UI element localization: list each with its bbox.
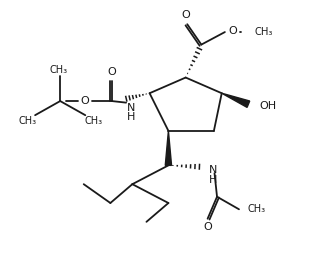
Text: CH₃: CH₃ xyxy=(50,65,68,75)
Text: O: O xyxy=(203,222,212,232)
Polygon shape xyxy=(222,93,250,107)
Text: H: H xyxy=(127,112,135,122)
Text: H: H xyxy=(209,175,218,185)
Text: N: N xyxy=(127,103,135,113)
Text: CH₃: CH₃ xyxy=(18,116,36,126)
Text: CH₃: CH₃ xyxy=(248,204,266,214)
Text: O: O xyxy=(181,10,190,20)
Text: CH₃: CH₃ xyxy=(255,27,273,37)
Text: N: N xyxy=(209,165,218,175)
Text: CH₃: CH₃ xyxy=(84,116,102,126)
Text: OH: OH xyxy=(259,101,276,111)
Polygon shape xyxy=(165,131,171,165)
Text: O: O xyxy=(107,67,116,77)
Text: O: O xyxy=(80,96,89,106)
Text: O: O xyxy=(228,27,237,36)
